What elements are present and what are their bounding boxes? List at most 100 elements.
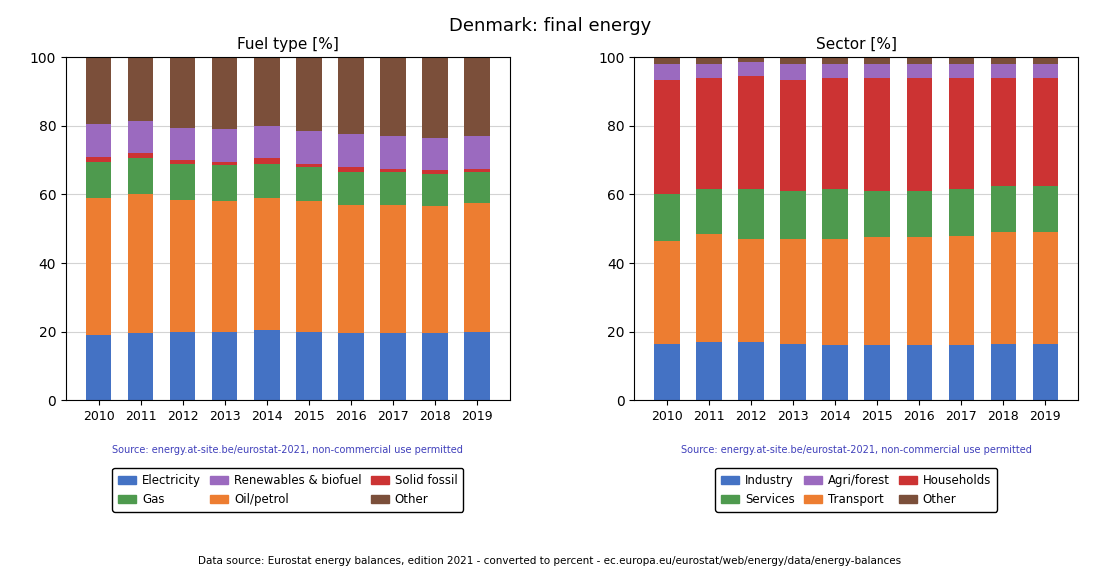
Bar xyxy=(906,64,932,78)
Bar xyxy=(738,189,763,239)
Bar xyxy=(170,57,196,128)
Bar xyxy=(948,57,974,64)
Bar xyxy=(654,80,680,194)
Bar xyxy=(823,64,848,78)
Bar xyxy=(86,335,111,400)
Bar xyxy=(212,165,238,201)
Legend: Industry, Services, Agri/forest, Transport, Households, Other: Industry, Services, Agri/forest, Transpo… xyxy=(715,468,997,512)
Bar xyxy=(170,164,196,200)
Bar xyxy=(212,201,238,332)
Bar xyxy=(823,345,848,400)
Bar xyxy=(129,153,153,158)
Bar xyxy=(296,57,321,131)
Bar xyxy=(381,169,406,172)
Bar xyxy=(738,62,763,76)
Bar xyxy=(254,126,279,158)
Bar xyxy=(823,189,848,239)
Title: Sector [%]: Sector [%] xyxy=(815,37,896,52)
Bar xyxy=(339,172,364,205)
Bar xyxy=(948,78,974,189)
Bar xyxy=(422,333,448,400)
Bar xyxy=(991,78,1015,186)
Bar xyxy=(738,239,763,342)
Bar xyxy=(464,203,490,332)
Bar xyxy=(170,332,196,400)
Bar xyxy=(906,191,932,237)
Bar xyxy=(696,78,722,189)
Bar xyxy=(696,57,722,64)
Bar xyxy=(865,237,890,345)
Bar xyxy=(1033,64,1058,78)
Bar xyxy=(381,333,406,400)
Text: Denmark: final energy: Denmark: final energy xyxy=(449,17,651,35)
Bar xyxy=(296,332,321,400)
Bar xyxy=(86,124,111,157)
Bar xyxy=(991,57,1015,64)
Bar xyxy=(1033,78,1058,186)
Bar xyxy=(129,158,153,194)
Bar xyxy=(381,205,406,333)
Bar xyxy=(129,333,153,400)
Bar xyxy=(738,342,763,400)
Bar xyxy=(991,186,1015,232)
Bar xyxy=(212,162,238,165)
Bar xyxy=(422,57,448,138)
Bar xyxy=(780,57,805,64)
Bar xyxy=(865,191,890,237)
Bar xyxy=(906,237,932,345)
Bar xyxy=(696,189,722,234)
Title: Fuel type [%]: Fuel type [%] xyxy=(236,37,339,52)
Bar xyxy=(212,129,238,162)
Bar xyxy=(422,138,448,170)
Bar xyxy=(654,194,680,241)
Bar xyxy=(865,64,890,78)
Bar xyxy=(254,330,279,400)
Bar xyxy=(296,167,321,201)
Bar xyxy=(780,344,805,400)
Text: Source: energy.at-site.be/eurostat-2021, non-commercial use permitted: Source: energy.at-site.be/eurostat-2021,… xyxy=(681,445,1032,455)
Bar xyxy=(948,236,974,345)
Bar xyxy=(464,332,490,400)
Bar xyxy=(339,333,364,400)
Bar xyxy=(906,345,932,400)
Bar xyxy=(381,57,406,136)
Bar xyxy=(129,121,153,153)
Bar xyxy=(339,134,364,167)
Bar xyxy=(991,344,1015,400)
Bar xyxy=(296,131,321,164)
Bar xyxy=(780,80,805,191)
Bar xyxy=(254,198,279,330)
Legend: Electricity, Gas, Renewables & biofuel, Oil/petrol, Solid fossil, Other: Electricity, Gas, Renewables & biofuel, … xyxy=(112,468,463,512)
Bar xyxy=(948,189,974,236)
Bar xyxy=(823,78,848,189)
Bar xyxy=(780,191,805,239)
Bar xyxy=(86,57,111,124)
Bar xyxy=(296,201,321,332)
Bar xyxy=(823,239,848,345)
Bar xyxy=(422,170,448,174)
Bar xyxy=(86,157,111,162)
Bar xyxy=(422,174,448,206)
Bar xyxy=(212,332,238,400)
Bar xyxy=(464,169,490,172)
Bar xyxy=(170,128,196,160)
Bar xyxy=(948,345,974,400)
Bar xyxy=(1033,344,1058,400)
Bar xyxy=(780,239,805,344)
Bar xyxy=(865,57,890,64)
Bar xyxy=(296,164,321,167)
Bar xyxy=(1033,186,1058,232)
Bar xyxy=(991,64,1015,78)
Bar xyxy=(464,172,490,203)
Bar xyxy=(780,64,805,80)
Bar xyxy=(464,136,490,169)
Bar xyxy=(865,78,890,191)
Bar xyxy=(129,57,153,121)
Bar xyxy=(86,162,111,198)
Bar xyxy=(948,64,974,78)
Bar xyxy=(654,344,680,400)
Bar xyxy=(339,167,364,172)
Bar xyxy=(906,78,932,191)
Bar xyxy=(170,200,196,332)
Bar xyxy=(1033,232,1058,344)
